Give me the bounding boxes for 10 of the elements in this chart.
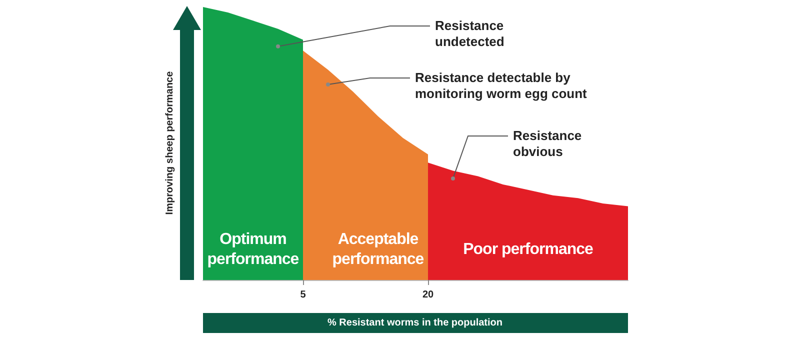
y-axis-title: Improving sheep performance bbox=[164, 71, 176, 215]
x-axis-title: % Resistant worms in the population bbox=[327, 318, 503, 328]
series-label: Poor performance bbox=[463, 240, 593, 260]
series-label: Optimum performance bbox=[206, 230, 300, 270]
annotation: Resistance undetected bbox=[435, 18, 506, 50]
series-label: Acceptable performance bbox=[331, 230, 425, 270]
annotation: Resistance detectable by monitoring worm egg count bbox=[415, 70, 588, 102]
x-tick-label: 5 bbox=[300, 290, 306, 300]
x-tick-label: 20 bbox=[422, 290, 434, 300]
annotation: Resistance obvious bbox=[513, 128, 583, 160]
